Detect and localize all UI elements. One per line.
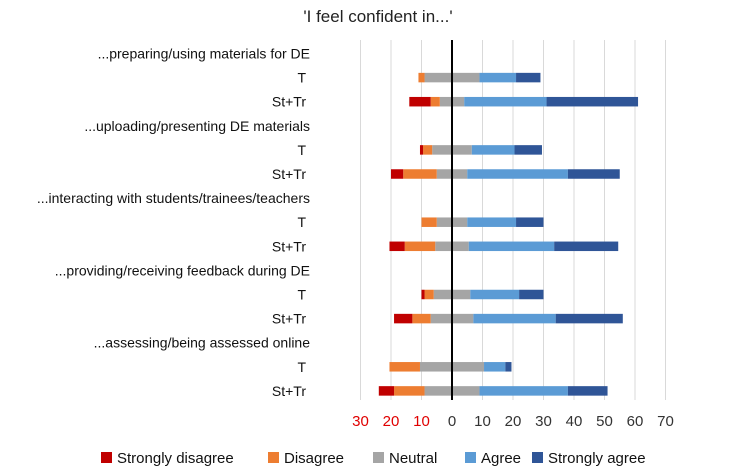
bar-segment-strongly-agree bbox=[514, 145, 542, 155]
group-label: T bbox=[297, 287, 306, 303]
statement-header-label: ...uploading/presenting DE materials bbox=[84, 118, 310, 134]
bar-segment-strongly-agree bbox=[505, 362, 512, 372]
bar-segment-disagree bbox=[389, 362, 420, 372]
bar-segment-disagree bbox=[394, 386, 425, 396]
legend-swatch-strongly-disagree bbox=[101, 452, 112, 463]
group-label: St+Tr bbox=[272, 238, 306, 254]
bar-segment-disagree bbox=[404, 241, 436, 252]
group-label: T bbox=[297, 142, 306, 158]
x-tick-label: 60 bbox=[627, 413, 644, 430]
bar-segment-strongly-disagree bbox=[419, 145, 424, 155]
bar-segment-agree bbox=[467, 169, 568, 179]
bar-segment-disagree bbox=[412, 313, 431, 324]
statement-header-label: ...preparing/using materials for DE bbox=[98, 46, 310, 62]
legend-swatch-agree bbox=[465, 452, 476, 463]
bar-segment-agree bbox=[479, 72, 517, 83]
bar-segment-strongly-disagree bbox=[421, 289, 425, 300]
x-tick-label: 10 bbox=[413, 413, 430, 430]
statement-header-label: ...interacting with students/trainees/te… bbox=[37, 190, 310, 206]
bar-segment-disagree bbox=[418, 72, 425, 83]
bar-segment-strongly-agree bbox=[567, 386, 608, 396]
chart-title: 'I feel confident in...' bbox=[303, 7, 452, 26]
legend-label-strongly-disagree: Strongly disagree bbox=[117, 450, 234, 467]
x-tick-label: 20 bbox=[383, 413, 400, 430]
x-axis-ticks: 30 20 10 0 10 20 30 40 50 60 70 bbox=[352, 413, 674, 430]
bar-segment-strongly-agree bbox=[555, 313, 623, 324]
bar-segment-disagree bbox=[423, 145, 433, 155]
bar-segment-agree bbox=[468, 241, 555, 252]
statement-header-label: ...assessing/being assessed online bbox=[94, 335, 311, 351]
bar-segment-strongly-agree bbox=[516, 217, 544, 227]
bar-segment-strongly-disagree bbox=[378, 386, 395, 396]
x-tick-label: 20 bbox=[505, 413, 522, 430]
bar-segment-agree bbox=[470, 289, 520, 300]
bar-segment-agree bbox=[467, 217, 517, 227]
bar-segment-strongly-agree bbox=[546, 96, 639, 107]
legend-label-strongly-agree: Strongly agree bbox=[548, 450, 646, 467]
legend-swatch-neutral bbox=[373, 452, 384, 463]
bar-segment-agree bbox=[471, 145, 515, 155]
bar-segment-disagree bbox=[424, 289, 434, 300]
category-labels: ...preparing/using materials for DE T St+T… bbox=[37, 46, 310, 399]
x-tick-label: 50 bbox=[596, 413, 613, 430]
bar-segment-strongly-agree bbox=[519, 289, 544, 300]
legend-label-disagree: Disagree bbox=[284, 450, 344, 467]
legend-swatch-disagree bbox=[268, 452, 279, 463]
bar-segment-agree bbox=[473, 313, 556, 324]
group-label: St+Tr bbox=[272, 311, 306, 327]
bar-segment-agree bbox=[464, 96, 547, 107]
bar-segment-strongly-agree bbox=[516, 72, 541, 83]
x-tick-label: 10 bbox=[474, 413, 491, 430]
x-tick-label: 0 bbox=[448, 413, 456, 430]
group-label: St+Tr bbox=[272, 94, 306, 110]
bar-segment-strongly-disagree bbox=[409, 96, 431, 107]
x-tick-label: 70 bbox=[657, 413, 674, 430]
group-label: T bbox=[297, 70, 306, 86]
group-label: T bbox=[297, 359, 306, 375]
legend-label-agree: Agree bbox=[481, 450, 521, 467]
bar-segment-strongly-disagree bbox=[389, 241, 405, 252]
bars bbox=[378, 72, 639, 396]
bar-segment-disagree bbox=[421, 217, 437, 227]
x-tick-label: 30 bbox=[352, 413, 369, 430]
bar-segment-agree bbox=[484, 362, 506, 372]
bar-segment-strongly-agree bbox=[554, 241, 619, 252]
bar-segment-agree bbox=[479, 386, 568, 396]
statement-header-label: ...providing/receiving feedback during D… bbox=[55, 262, 310, 278]
group-label: T bbox=[297, 214, 306, 230]
legend-swatch-strongly-agree bbox=[532, 452, 543, 463]
bar-segment-strongly-agree bbox=[567, 169, 620, 179]
group-label: St+Tr bbox=[272, 383, 306, 399]
bar-segment-disagree bbox=[430, 96, 440, 107]
x-tick-label: 40 bbox=[566, 413, 583, 430]
bar-segment-strongly-disagree bbox=[394, 313, 413, 324]
legend-label-neutral: Neutral bbox=[389, 450, 437, 467]
legend: Strongly disagree Disagree Neutral Agree Str… bbox=[101, 450, 646, 467]
bar-segment-disagree bbox=[403, 169, 437, 179]
group-label: St+Tr bbox=[272, 166, 306, 182]
bar-segment-strongly-disagree bbox=[391, 169, 404, 179]
x-tick-label: 30 bbox=[535, 413, 552, 430]
